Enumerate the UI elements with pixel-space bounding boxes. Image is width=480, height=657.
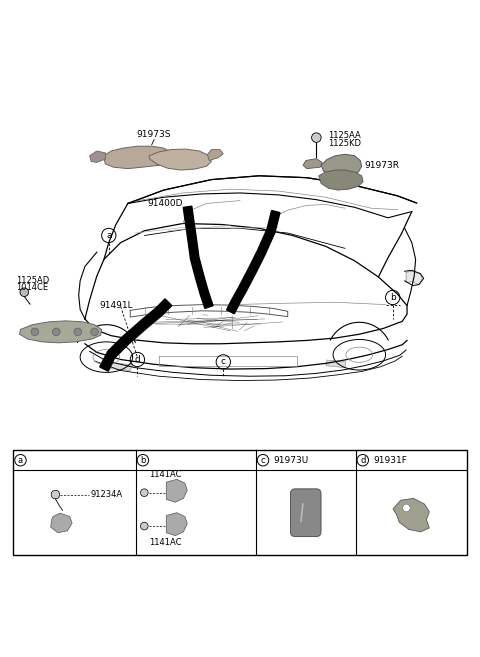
Polygon shape [90,151,106,162]
Text: 91973U: 91973U [274,456,309,464]
Polygon shape [100,299,172,371]
Polygon shape [109,363,132,371]
Polygon shape [104,147,173,169]
Polygon shape [319,170,363,190]
Text: a: a [106,231,111,240]
Text: 1125AD: 1125AD [16,277,49,285]
Text: c: c [261,456,265,464]
Text: 1014CE: 1014CE [16,283,48,292]
Text: 1141AC: 1141AC [149,539,181,547]
Circle shape [74,328,82,336]
Text: 1141AC: 1141AC [149,470,181,480]
Text: b: b [140,456,145,464]
Text: 91931F: 91931F [373,456,407,464]
Polygon shape [149,149,211,170]
Polygon shape [406,271,422,284]
Polygon shape [183,206,213,308]
Text: b: b [390,293,396,302]
Text: 91973R: 91973R [364,161,399,170]
Polygon shape [393,499,429,532]
Circle shape [312,133,321,143]
Circle shape [31,328,38,336]
Polygon shape [51,513,72,533]
Polygon shape [166,512,187,535]
FancyBboxPatch shape [13,450,467,555]
Polygon shape [227,210,280,314]
Text: 91491L: 91491L [99,301,133,310]
Text: 91234A: 91234A [91,490,123,499]
Circle shape [141,522,148,530]
Circle shape [91,328,98,336]
Polygon shape [326,360,346,368]
Polygon shape [20,321,102,343]
Text: 91973S: 91973S [137,130,171,139]
Text: 1125AA: 1125AA [328,131,361,140]
Polygon shape [321,154,362,177]
Circle shape [20,288,29,296]
Polygon shape [166,480,187,502]
Text: 1125KD: 1125KD [328,139,361,148]
Text: a: a [18,456,23,464]
Polygon shape [303,158,322,169]
Circle shape [141,489,148,497]
Polygon shape [207,150,223,160]
Circle shape [52,328,60,336]
Text: d: d [134,355,140,364]
Circle shape [51,490,60,499]
Text: d: d [360,456,365,464]
Circle shape [403,504,410,512]
FancyBboxPatch shape [290,489,321,537]
Text: 91400D: 91400D [147,199,182,208]
Text: c: c [221,357,226,367]
